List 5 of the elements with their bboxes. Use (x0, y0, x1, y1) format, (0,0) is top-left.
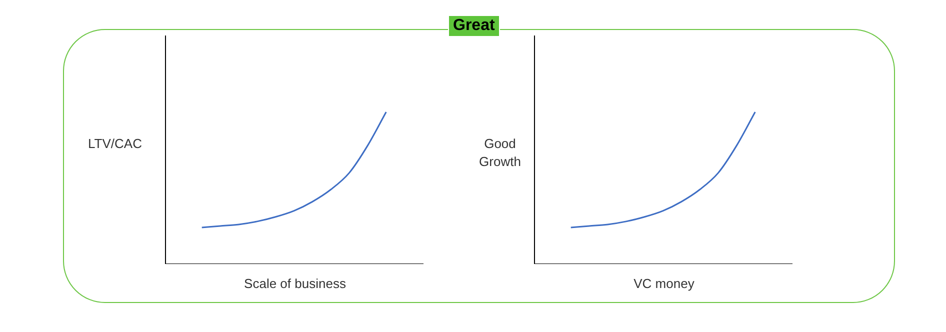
y-axis-title: LTV/CAC (87, 135, 143, 153)
x-axis-title: Scale of business (243, 276, 347, 291)
text: Great (448, 15, 500, 37)
x-axis-title: VC money (632, 276, 696, 291)
y-axis-title: Good Growth (478, 135, 522, 171)
